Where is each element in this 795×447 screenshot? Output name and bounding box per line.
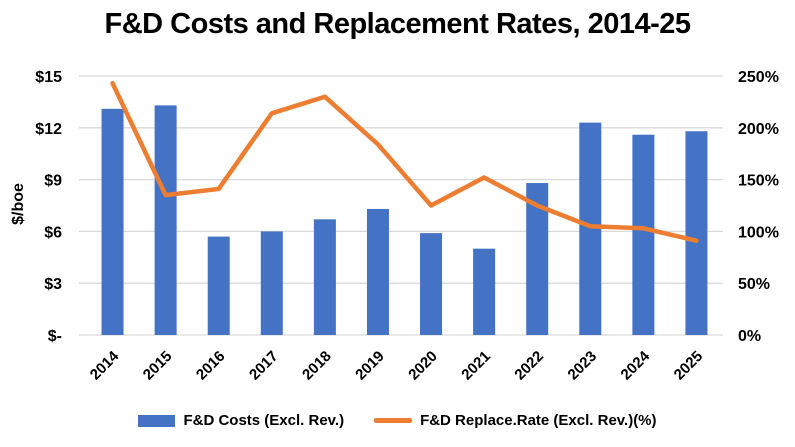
bar-2021	[473, 248, 496, 335]
x-axis-label-2017: 2017	[246, 348, 282, 384]
right-axis-tick-label: 100%	[738, 224, 779, 241]
right-axis-tick-label: 0%	[738, 328, 761, 345]
right-axis-tick-label: 250%	[738, 69, 779, 86]
bar-2018	[313, 219, 336, 335]
bar-2025	[685, 131, 708, 335]
x-axis-label-2015: 2015	[140, 348, 176, 384]
x-axis-label-2019: 2019	[352, 348, 388, 384]
x-axis-label-2014: 2014	[87, 347, 123, 383]
x-axis-label-2020: 2020	[405, 348, 441, 384]
bar-2015	[154, 105, 177, 335]
left-axis-tick-label: $-	[48, 328, 62, 345]
left-axis-tick-label: $15	[35, 69, 62, 86]
bar-2014	[101, 108, 124, 335]
right-axis-tick-label: 200%	[738, 121, 779, 138]
x-axis-label-2022: 2022	[511, 348, 547, 384]
x-axis-label-2016: 2016	[193, 348, 229, 384]
x-axis-label-2023: 2023	[564, 348, 600, 384]
legend-item-fd-costs: F&D Costs (Excl. Rev.)	[138, 412, 344, 429]
left-axis-tick-label: $12	[35, 121, 62, 138]
x-axis-label-2024: 2024	[618, 347, 654, 383]
chart-title: F&D Costs and Replacement Rates, 2014-25	[104, 8, 692, 40]
x-axis-label-2018: 2018	[299, 348, 335, 384]
bar-2017	[260, 231, 283, 335]
plot-area: $- $3 $6 $9 $12 $15 0% 50% 100% 150% 200% 250% 2014 2…	[35, 69, 779, 384]
bar-2022	[526, 183, 549, 335]
bar-2024	[632, 134, 655, 335]
legend: F&D Costs (Excl. Rev.) F&D Replace.Rate …	[0, 412, 795, 429]
left-axis-tick-label: $6	[44, 224, 62, 241]
legend-label-replace-rate: F&D Replace.Rate (Excl. Rev.)(%)	[420, 412, 657, 429]
left-axis-tick-label: $9	[44, 173, 62, 190]
x-axis-label-2025: 2025	[671, 348, 707, 384]
bar-2020	[420, 233, 443, 335]
legend-bar-swatch-icon	[138, 414, 176, 427]
left-axis-tick-label: $3	[44, 276, 62, 293]
legend-line-swatch-icon	[374, 418, 413, 423]
legend-label-fd-costs: F&D Costs (Excl. Rev.)	[183, 412, 345, 429]
legend-item-replace-rate: F&D Replace.Rate (Excl. Rev.)(%)	[374, 412, 657, 429]
x-axis-label-2021: 2021	[458, 348, 494, 384]
right-axis-tick-label: 50%	[738, 276, 770, 293]
right-axis-tick-label: 150%	[738, 173, 779, 190]
replace-rate-line	[110, 81, 699, 243]
bar-2023	[579, 122, 602, 336]
bar-2019	[366, 208, 389, 335]
bar-2016	[207, 236, 230, 335]
